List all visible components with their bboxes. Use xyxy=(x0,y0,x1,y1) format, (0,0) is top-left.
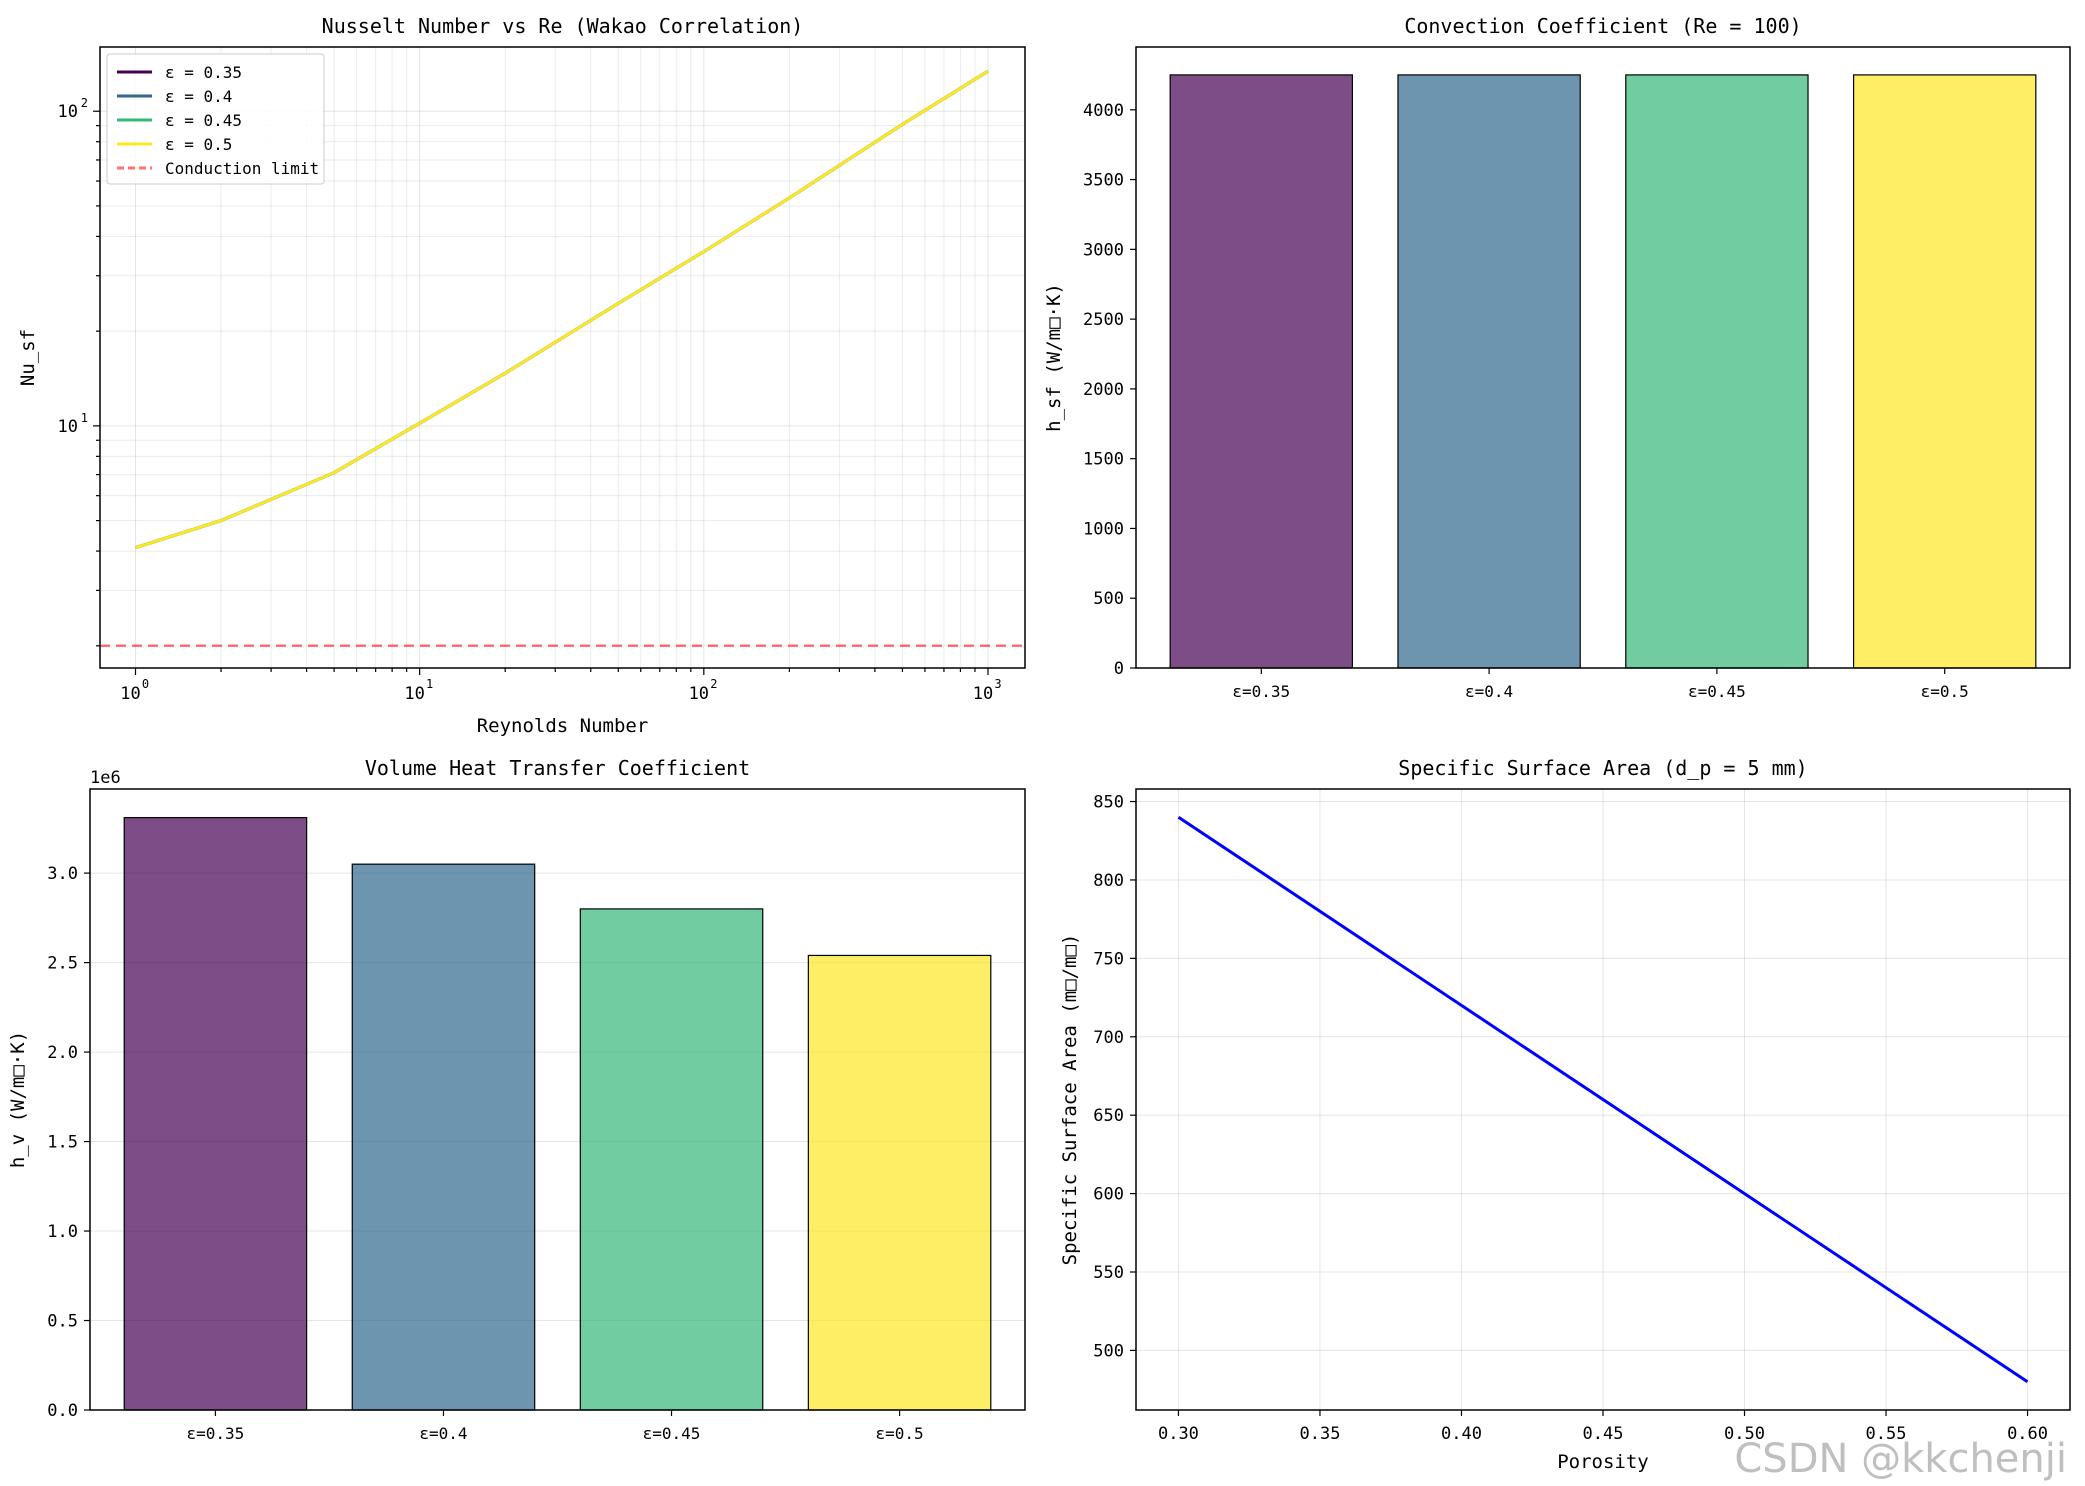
x-tick-label: 10 3 xyxy=(973,677,1002,704)
y-tick-label: 550 xyxy=(1093,1263,1124,1283)
y-tick-label: 2500 xyxy=(1083,310,1124,330)
y-tick-label: 2.5 xyxy=(47,954,78,974)
x-tick-label: 0.50 xyxy=(1724,1424,1765,1444)
bar-1 xyxy=(351,863,536,1411)
y-tick-exp: 2 xyxy=(81,96,88,110)
axes-frame xyxy=(1135,46,2071,669)
bar-0 xyxy=(123,817,308,1411)
x-tick-label: 10 1 xyxy=(404,677,433,704)
x-tick-label: 0.35 xyxy=(1299,1424,1340,1444)
chart-title: Nusselt Number vs Re (Wakao Correlation) xyxy=(322,14,804,38)
x-tick-exp: 2 xyxy=(710,677,717,691)
bar-2 xyxy=(579,908,764,1411)
chart-title: Convection Coefficient (Re = 100) xyxy=(1404,14,1801,38)
x-tick-label: 10 0 xyxy=(120,677,149,704)
x-axis-label: Reynolds Number xyxy=(477,715,649,737)
y-tick-base: 10 xyxy=(58,417,78,437)
x-tick-label: ε=0.45 xyxy=(643,1424,701,1443)
bar-2 xyxy=(1625,74,1809,669)
x-tick-label: ε=0.45 xyxy=(1688,682,1746,701)
y-tick-label: 0 xyxy=(1114,659,1124,679)
y-offset-label: 1e6 xyxy=(90,768,121,788)
y-tick-label: 0.5 xyxy=(47,1312,78,1332)
y-tick-label: 10 1 xyxy=(58,411,88,437)
x-tick-label: 0.30 xyxy=(1158,1424,1199,1444)
y-tick-label: 850 xyxy=(1093,793,1124,813)
y-tick-exp: 1 xyxy=(81,411,88,425)
series-line-0 xyxy=(1177,815,2029,1384)
x-tick-label: ε=0.35 xyxy=(1232,682,1290,701)
x-tick-label: 10 2 xyxy=(689,677,718,704)
chart-title: Specific Surface Area (d_p = 5 mm) xyxy=(1398,756,1807,780)
x-tick-label: ε=0.4 xyxy=(1465,682,1513,701)
y-axis-label: h_sf (W/m□·K) xyxy=(1043,283,1065,432)
y-tick-label: 1500 xyxy=(1083,450,1124,470)
grid xyxy=(100,47,1025,668)
bar-0 xyxy=(1169,74,1354,669)
y-tick-label: 2000 xyxy=(1083,380,1124,400)
x-tick-label: ε=0.35 xyxy=(187,1424,245,1443)
y-tick-label: 500 xyxy=(1093,1341,1124,1361)
y-tick-label: 600 xyxy=(1093,1185,1124,1205)
convection-chart: ε=0.35 ε=0.4 ε=0.45 ε=0.5 0 500 1000 1500 2000 25… xyxy=(1043,14,2071,701)
watermark: CSDN @kkchenji xyxy=(1734,1436,2067,1482)
volume-htc-chart: ε=0.35 ε=0.4 ε=0.45 ε=0.5 0.0 0.5 1.0 1.5 2.0 2.5… xyxy=(7,756,1026,1443)
chart-title: Volume Heat Transfer Coefficient xyxy=(365,756,750,780)
legend-label: ε = 0.45 xyxy=(165,111,242,130)
x-tick-base: 10 xyxy=(404,684,424,704)
y-tick-label: 2.0 xyxy=(47,1043,78,1063)
legend: ε = 0.35 ε = 0.4 ε = 0.45 ε = 0.5 Conduction… xyxy=(106,53,325,185)
x-tick-label: ε=0.4 xyxy=(419,1424,467,1443)
x-tick-exp: 0 xyxy=(142,677,149,691)
y-tick-label: 1000 xyxy=(1083,519,1124,539)
bar-1 xyxy=(1397,74,1581,669)
y-tick-label: 800 xyxy=(1093,871,1124,891)
bar-3 xyxy=(807,954,992,1411)
legend-label: ε = 0.5 xyxy=(165,135,232,154)
y-tick-label: 3.0 xyxy=(47,864,78,884)
bar-3 xyxy=(1852,74,2037,669)
x-tick-label: 0.40 xyxy=(1441,1424,1482,1444)
y-tick-label: 700 xyxy=(1093,1028,1124,1048)
y-tick-base: 10 xyxy=(58,102,78,122)
x-tick-base: 10 xyxy=(689,684,709,704)
x-tick-exp: 1 xyxy=(426,677,433,691)
x-tick-base: 10 xyxy=(120,684,140,704)
y-tick-label: 0.0 xyxy=(47,1401,78,1421)
y-tick-label: 650 xyxy=(1093,1106,1124,1126)
y-tick-label: 3000 xyxy=(1083,240,1124,260)
x-tick-label: ε=0.5 xyxy=(875,1424,923,1443)
y-tick-label: 4000 xyxy=(1083,101,1124,121)
legend-label: ε = 0.4 xyxy=(165,87,232,106)
surface-area-chart: 0.30 0.35 0.40 0.45 0.50 0.55 0.60 500 550 600 650… xyxy=(1059,756,2071,1473)
legend-box xyxy=(106,53,325,185)
axes-frame xyxy=(99,46,1026,669)
y-tick-label: 500 xyxy=(1093,589,1124,609)
x-tick-base: 10 xyxy=(973,684,993,704)
legend-label: ε = 0.35 xyxy=(165,63,242,82)
y-tick-label: 10 2 xyxy=(58,96,88,122)
axes-frame xyxy=(89,788,1026,1411)
x-tick-label: 0.45 xyxy=(1583,1424,1624,1444)
y-tick-label: 1.0 xyxy=(47,1222,78,1242)
y-axis-label: Specific Surface Area (m□/m□) xyxy=(1059,934,1081,1266)
y-axis-label: h_v (W/m□·K) xyxy=(7,1031,29,1168)
y-tick-label: 1.5 xyxy=(47,1133,78,1153)
y-tick-label: 3500 xyxy=(1083,171,1124,191)
x-tick-label: 0.60 xyxy=(2007,1424,2048,1444)
x-tick-label: 0.55 xyxy=(1866,1424,1907,1444)
x-axis-label: Porosity xyxy=(1557,1451,1649,1473)
y-tick-label: 750 xyxy=(1093,949,1124,969)
legend-label: Conduction limit xyxy=(165,159,319,178)
series-line-3 xyxy=(135,69,989,550)
x-tick-exp: 3 xyxy=(994,677,1001,691)
y-axis-label: Nu_sf xyxy=(17,329,39,386)
x-tick-label: ε=0.5 xyxy=(1921,682,1969,701)
